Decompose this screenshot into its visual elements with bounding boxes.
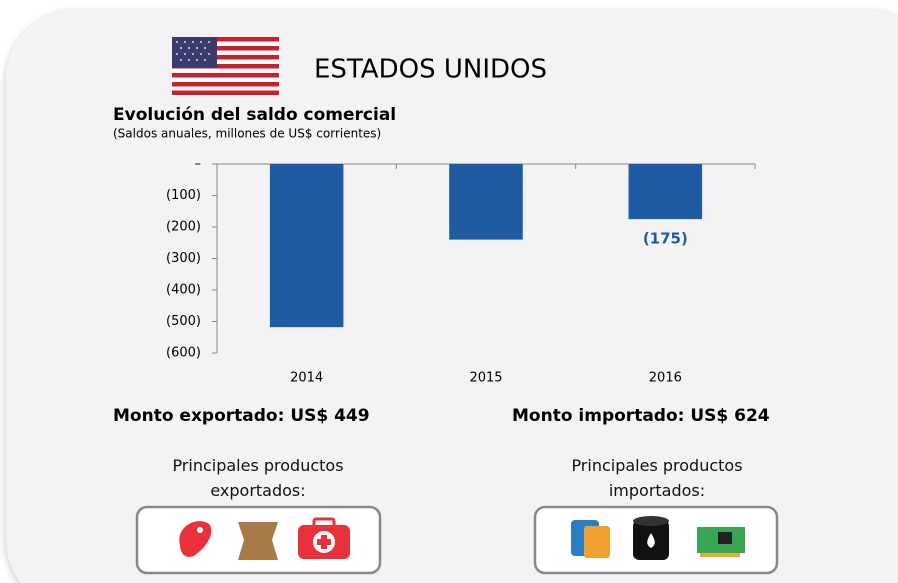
y-tick-label: –: [195, 157, 202, 172]
y-tick-label: (300): [166, 251, 201, 266]
bar: [269, 164, 344, 328]
tablet-icon: [571, 520, 610, 558]
y-tick-label: (100): [166, 188, 201, 203]
chart-subtitle: (Saldos anuales, millones de US$ corrien…: [113, 127, 381, 141]
chart: – (100) (200) (300) (400) (500) (600) 2014 2015 2…: [166, 157, 756, 386]
x-tick-label: 2016: [649, 371, 682, 386]
export-amount: Monto exportado: US$ 449: [113, 406, 370, 426]
x-tick-label: 2014: [290, 371, 323, 386]
bar: [628, 164, 703, 220]
export-products-label: Principales productos exportados:: [172, 456, 344, 500]
background-card: [6, 10, 898, 583]
us-flag: [172, 37, 279, 95]
chart-title: Evolución del saldo comercial: [113, 105, 396, 125]
circuit-board-icon: [697, 527, 745, 557]
oil-barrel-icon: [633, 516, 669, 560]
import-products-label: Principales productos importados:: [571, 456, 743, 500]
value-label: (175): [643, 230, 688, 248]
y-tick-label: (500): [166, 314, 201, 329]
medkit-icon: [298, 517, 350, 559]
bar: [449, 164, 523, 240]
y-tick-label: (600): [166, 346, 201, 361]
import-amount: Monto importado: US$ 624: [512, 406, 770, 426]
y-tick-label: (400): [166, 283, 201, 298]
country-title: ESTADOS UNIDOS: [314, 55, 547, 85]
x-tick-label: 2015: [469, 371, 502, 386]
y-tick-label: (200): [166, 220, 201, 235]
leather-icon: [238, 522, 278, 560]
meat-icon: [179, 521, 212, 557]
